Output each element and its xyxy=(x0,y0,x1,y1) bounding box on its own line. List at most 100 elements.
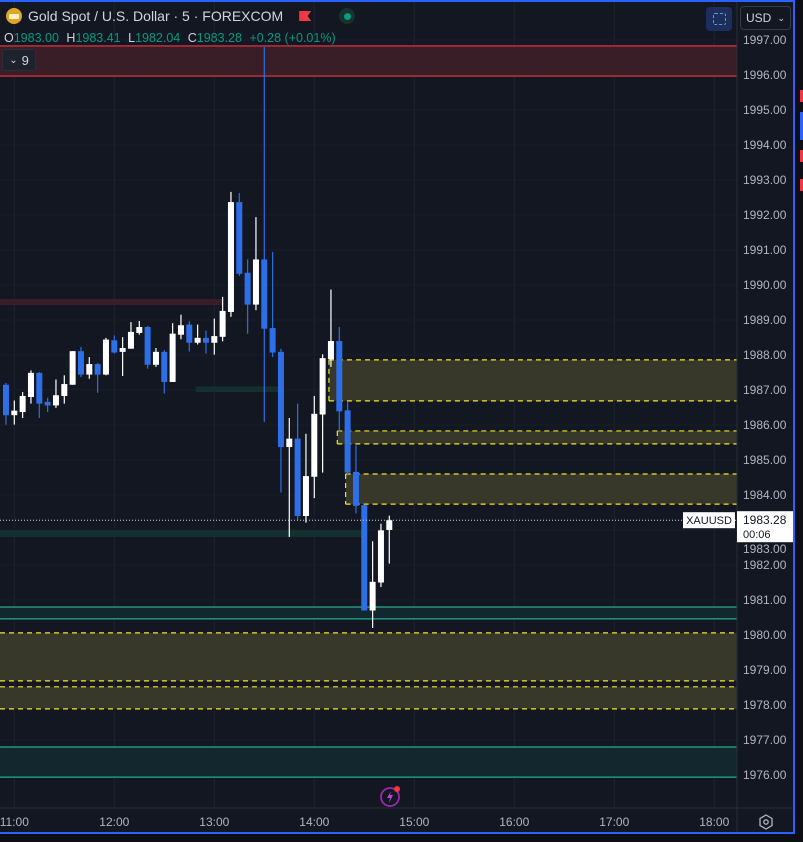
candle xyxy=(252,217,259,311)
price-tick-label: 1979.00 xyxy=(743,663,787,677)
candle-body xyxy=(211,336,218,343)
candle xyxy=(136,321,143,335)
plot-area xyxy=(0,2,737,808)
candle-body xyxy=(269,328,276,353)
candle xyxy=(327,289,334,367)
indicators-toggle-button[interactable]: ⌄ 9 xyxy=(2,49,36,71)
symbol-title[interactable]: Gold Spot / U.S. Dollar · 5 · FOREXCOM xyxy=(28,8,284,24)
candle-body xyxy=(369,581,376,611)
symbol-label: XAUUSD xyxy=(686,515,732,527)
candle xyxy=(11,400,18,425)
candle-body xyxy=(127,331,134,349)
candle xyxy=(61,375,68,404)
candle xyxy=(244,259,251,334)
candle xyxy=(352,445,359,514)
candle xyxy=(369,541,376,628)
candle-body xyxy=(27,372,34,397)
close-value: 1983.28 xyxy=(196,31,242,45)
candle-body xyxy=(144,327,151,365)
candle-body xyxy=(177,325,184,335)
candle-body xyxy=(202,337,209,343)
price-tick-label: 1980.00 xyxy=(743,628,787,642)
zone-supply-faint xyxy=(0,299,223,305)
candle xyxy=(227,191,234,317)
high-label: H xyxy=(66,31,76,45)
candle-body xyxy=(119,348,126,352)
price-chart[interactable]: 1997.00 1996.00 1995.00 1994.00 1993.00 1992.… xyxy=(0,2,795,832)
candle xyxy=(2,383,9,425)
zone-fvg xyxy=(0,632,737,681)
candle-body xyxy=(294,438,301,516)
time-tick-label: 15:00 xyxy=(399,815,429,829)
candle xyxy=(186,321,193,352)
price-tick-label: 1994.00 xyxy=(743,138,787,152)
candle-body xyxy=(194,337,201,343)
candle xyxy=(44,397,51,413)
candle xyxy=(27,370,34,404)
price-tick-label: 1982.00 xyxy=(743,558,787,572)
zone-demand xyxy=(0,747,737,778)
indicators-count: 9 xyxy=(21,52,29,68)
zone-fvg xyxy=(328,359,737,401)
open-value: 1983.00 xyxy=(13,31,59,45)
candle-body xyxy=(386,520,393,530)
price-tick-label: 1990.00 xyxy=(743,278,787,292)
red-flag-icon[interactable] xyxy=(299,11,312,21)
lightning-icon[interactable] xyxy=(379,785,401,807)
screenshot-button[interactable] xyxy=(706,7,732,31)
candle xyxy=(269,252,276,358)
price-tick-label: 1991.00 xyxy=(743,243,787,257)
candle xyxy=(194,324,201,345)
price-tick-label: 1985.00 xyxy=(743,453,787,467)
candle xyxy=(102,337,109,376)
candle-body xyxy=(136,327,143,333)
time-tick-label: 16:00 xyxy=(499,815,529,829)
candle-body xyxy=(77,351,84,375)
candle xyxy=(94,363,101,393)
symbol-header[interactable]: Gold Spot / U.S. Dollar · 5 · FOREXCOM xyxy=(6,8,356,24)
chevron-down-icon: ⌄ xyxy=(9,54,18,66)
time-tick-label: 17:00 xyxy=(599,815,629,829)
price-tick-label: 1983.00 xyxy=(743,542,787,556)
candle-body xyxy=(261,259,268,329)
candle-body xyxy=(52,395,59,406)
time-tick-label: 14:00 xyxy=(299,815,329,829)
candle-body xyxy=(352,471,359,506)
candle-body xyxy=(69,351,76,385)
price-tick-label: 1978.00 xyxy=(743,698,787,712)
zone-demand xyxy=(0,607,737,619)
high-value: 1983.41 xyxy=(75,31,121,45)
gold-coin-icon xyxy=(6,8,22,24)
candle xyxy=(52,379,59,408)
candle-body xyxy=(319,358,326,415)
candle-body xyxy=(252,259,259,305)
candle-body xyxy=(186,324,193,343)
candle-body xyxy=(377,530,384,583)
candle-body xyxy=(44,401,51,406)
candle xyxy=(161,350,168,394)
candle-body xyxy=(19,395,26,413)
candle xyxy=(119,337,126,376)
time-tick-label: 13:00 xyxy=(199,815,229,829)
time-tick-label: 18:00 xyxy=(699,815,729,829)
candle-body xyxy=(36,372,43,404)
chevron-down-icon: ⌄ xyxy=(777,12,785,23)
price-tick-label: 1987.00 xyxy=(743,383,787,397)
green-dot-icon[interactable] xyxy=(339,8,356,24)
candle-body xyxy=(94,364,101,375)
price-tick-label: 1995.00 xyxy=(743,103,787,117)
side-panel-edge xyxy=(797,0,803,842)
low-value: 1982.04 xyxy=(135,31,181,45)
candle xyxy=(377,523,384,588)
candle-body xyxy=(327,341,334,360)
close-label: C xyxy=(187,31,197,45)
currency-select[interactable]: USD ⌄ xyxy=(740,6,791,30)
candle xyxy=(19,392,26,418)
candle-body xyxy=(2,384,9,416)
gear-icon[interactable] xyxy=(758,814,774,830)
bar-countdown-label: 00:06 xyxy=(743,529,771,541)
candle xyxy=(386,515,393,564)
price-tick-label: 1977.00 xyxy=(743,733,787,747)
candle-body xyxy=(86,364,93,375)
